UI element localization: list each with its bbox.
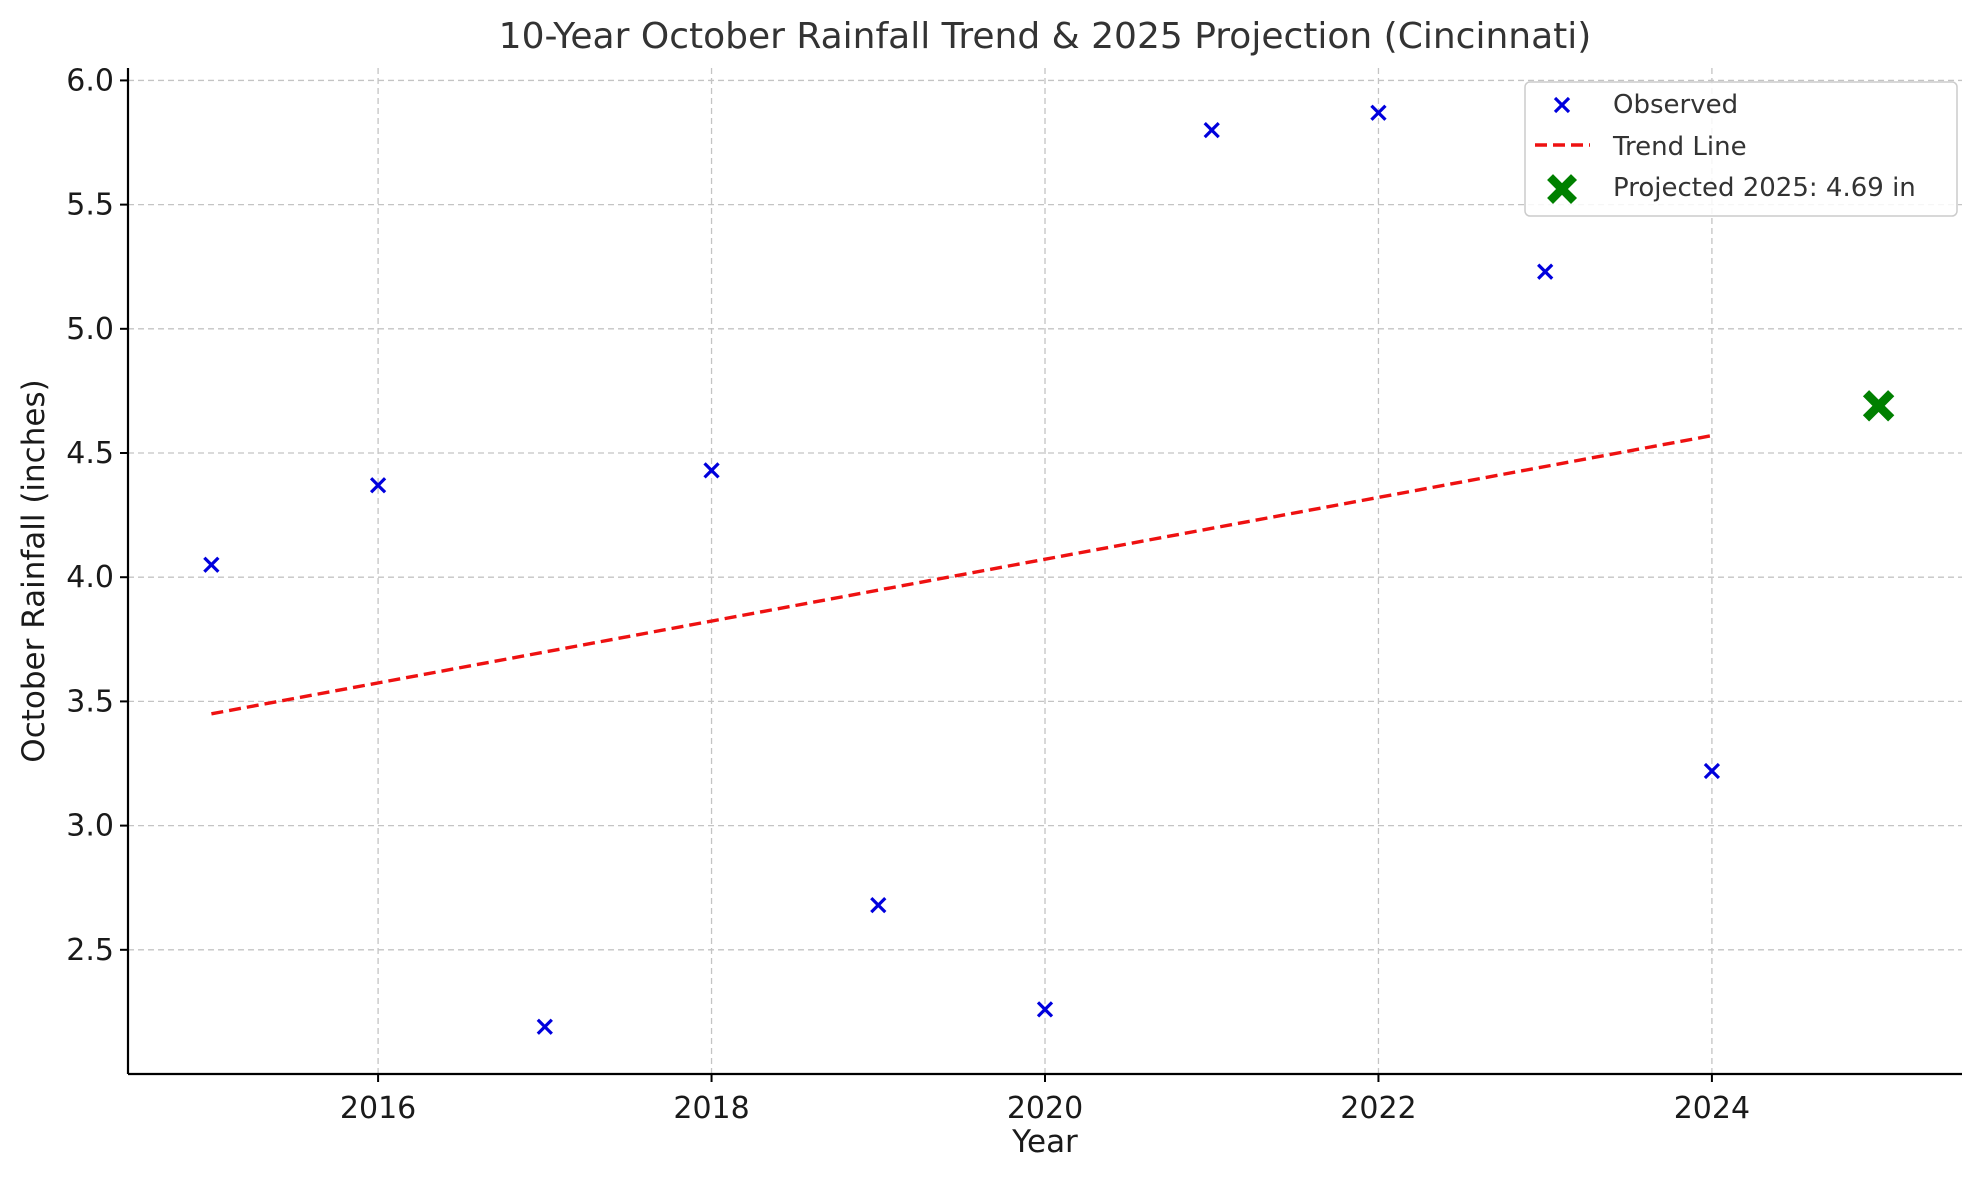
y-tick-label: 3.0 [66, 809, 114, 844]
observed-point-stroke [203, 556, 220, 573]
legend-projected-marker [1547, 174, 1578, 205]
x-tick-label: 2022 [1340, 1091, 1416, 1126]
x-tick-label: 2024 [1674, 1091, 1750, 1126]
observed-point [870, 896, 887, 914]
observed-point [536, 1018, 553, 1035]
observed-point [1203, 121, 1220, 139]
y-tick-label: 6.0 [66, 63, 114, 98]
legend: Observed Trend Line Projected 2025: 4.69… [1524, 81, 1958, 217]
legend-trend-line-label: Trend Line [1612, 132, 1747, 162]
legend-item-projected: Projected 2025: 4.69 in [1547, 173, 1916, 205]
legend-box [1524, 81, 1958, 217]
observed-point-stroke [536, 1018, 553, 1035]
x-tick-label: 2016 [340, 1091, 416, 1126]
y-tick-label: 3.5 [66, 684, 114, 719]
legend-observed-label: Observed [1613, 90, 1738, 120]
observed-point [369, 477, 387, 494]
observed-point [1036, 1001, 1054, 1018]
legend-observed-marker [1553, 96, 1571, 114]
x-tick-label: 2018 [673, 1091, 749, 1126]
ticks-layer: 2016 2018 2020 2022 2024 2.5 3.0 3.5 4.0 4.5 5.0 5.… [66, 63, 1750, 1126]
legend-observed-x-stroke [1553, 96, 1571, 114]
observed-point-stroke [1203, 121, 1220, 139]
legend-projected-label: Projected 2025: 4.69 in [1613, 173, 1916, 203]
legend-observed-x [1553, 96, 1571, 114]
observed-point-stroke [1370, 104, 1387, 121]
observed-point-stroke [1036, 1001, 1054, 1018]
legend-item-trend-line: Trend Line [1535, 132, 1747, 162]
trend-line [211, 433, 1713, 716]
observed-point [203, 556, 220, 573]
observed-point-stroke [1537, 263, 1554, 280]
x-tick-label: 2020 [1007, 1091, 1083, 1126]
observed-point-stroke [870, 896, 887, 914]
observed-point-stroke [369, 477, 387, 494]
y-tick-label: 2.5 [66, 933, 114, 968]
observed-point [1370, 104, 1387, 121]
y-tick-label: 5.0 [66, 312, 114, 347]
grid-layer [128, 68, 1962, 1074]
y-tick-label: 4.0 [66, 560, 114, 595]
legend-item-observed: Observed [1553, 90, 1738, 120]
observed-point-stroke [703, 462, 720, 479]
chart-title: 10-Year October Rainfall Trend & 2025 Pr… [499, 16, 1592, 57]
series-layer [203, 104, 1895, 1035]
y-axis-label: October Rainfall (inches) [16, 379, 52, 762]
y-tick-label: 5.5 [66, 188, 114, 223]
y-tick-label: 4.5 [66, 436, 114, 471]
observed-point [1537, 263, 1554, 280]
legend-projected-x [1547, 174, 1578, 205]
projected-point [1862, 390, 1895, 422]
observed-point [703, 462, 720, 479]
observed-point-stroke [1703, 762, 1721, 780]
x-axis-label: Year [1011, 1124, 1078, 1160]
observed-point [1703, 762, 1721, 780]
